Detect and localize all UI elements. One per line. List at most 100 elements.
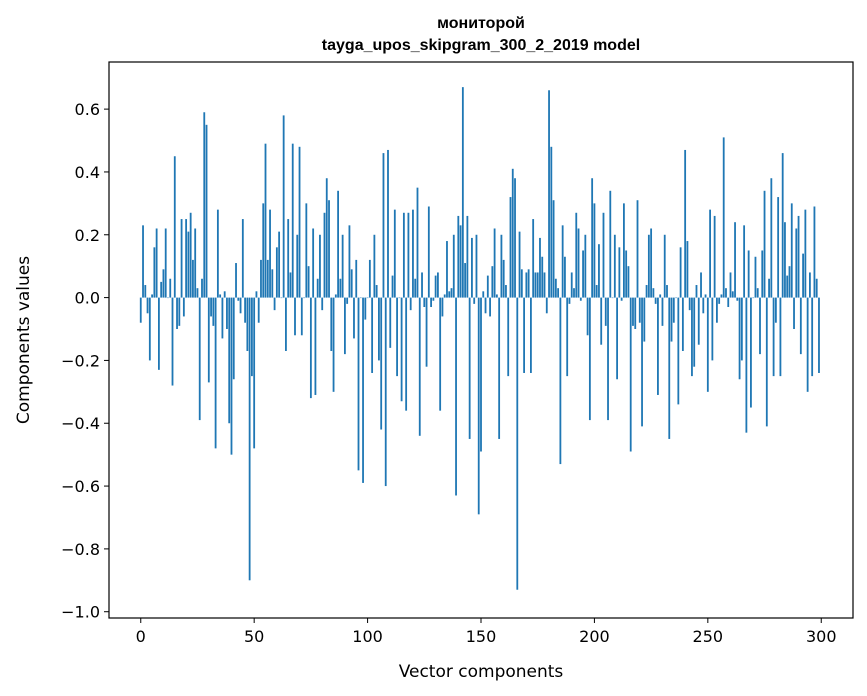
- bar-126: [425, 297, 428, 367]
- bar-271: [754, 256, 757, 298]
- bar-133: [441, 297, 444, 317]
- chart-title-line-2: tayga_upos_skipgram_300_2_2019 model: [322, 37, 640, 54]
- bar-172: [530, 297, 532, 373]
- bar-162: [507, 297, 510, 377]
- bar-267: [745, 297, 748, 433]
- bar-51: [255, 291, 258, 298]
- bar-78: [316, 278, 319, 298]
- bar-11: [164, 228, 167, 298]
- bar-70: [298, 146, 301, 298]
- bar-129: [432, 297, 435, 301]
- bar-85: [332, 297, 335, 392]
- bar-283: [781, 153, 784, 298]
- bar-101: [368, 259, 371, 298]
- bar-34: [216, 209, 219, 298]
- bar-113: [396, 297, 398, 377]
- bar-73: [305, 203, 308, 298]
- bar-192: [575, 212, 578, 298]
- bar-95: [355, 259, 358, 298]
- x-tick-label-4: 200: [579, 627, 610, 646]
- bar-202: [598, 244, 600, 298]
- bar-219: [636, 200, 639, 298]
- y-tick-label-0: −1.0: [61, 603, 100, 622]
- bar-52: [257, 297, 260, 323]
- bar-280: [774, 297, 777, 323]
- bar-32: [212, 297, 215, 326]
- bar-19: [182, 297, 185, 317]
- bar-281: [777, 197, 780, 298]
- bar-97: [359, 297, 362, 299]
- bar-77: [314, 297, 317, 395]
- bar-247: [700, 272, 702, 298]
- bar-232: [666, 285, 668, 298]
- bar-165: [514, 178, 516, 298]
- bar-225: [650, 228, 653, 298]
- bar-55: [264, 143, 267, 298]
- bar-109: [387, 149, 389, 298]
- bar-229: [659, 294, 662, 298]
- bar-114: [398, 297, 401, 299]
- bar-140: [457, 215, 460, 298]
- y-axis-ticks: −1.0 −0.8 −0.6 −0.4 −0.2 0.0 0.2 0.4 0.6: [61, 100, 109, 622]
- bar-231: [663, 234, 666, 298]
- bar-153: [486, 275, 489, 298]
- bar-0: [139, 297, 142, 323]
- bar-44: [239, 297, 242, 314]
- x-tick-label-3: 150: [466, 627, 497, 646]
- bar-173: [532, 219, 535, 298]
- bar-118: [407, 212, 410, 298]
- bar-177: [541, 256, 544, 298]
- bar-191: [573, 288, 575, 298]
- bar-230: [661, 297, 664, 326]
- y-tick-label-3: −0.4: [61, 414, 100, 433]
- bar-80: [321, 297, 324, 311]
- y-tick-label-2: −0.6: [61, 477, 100, 496]
- bar-194: [579, 297, 582, 301]
- y-tick-label-5: 0.0: [75, 289, 100, 308]
- bar-81: [323, 212, 326, 298]
- bar-90: [344, 297, 346, 355]
- bar-107: [382, 153, 385, 298]
- bar-5: [151, 294, 153, 298]
- bar-169: [523, 297, 525, 373]
- bar-151: [482, 291, 485, 298]
- y-tick-label-4: −0.2: [61, 351, 100, 370]
- bar-100: [366, 297, 369, 299]
- bar-262: [734, 222, 736, 298]
- bar-234: [670, 297, 673, 342]
- bar-115: [400, 297, 403, 402]
- bar-31: [210, 297, 212, 317]
- bar-94: [353, 297, 355, 339]
- bar-60: [275, 247, 278, 298]
- bar-220: [638, 297, 641, 323]
- bar-143: [464, 263, 467, 298]
- bar-251: [709, 209, 711, 298]
- bar-29: [205, 124, 208, 298]
- bar-185: [559, 297, 562, 465]
- bar-82: [325, 178, 328, 298]
- bar-215: [627, 266, 630, 298]
- bar-241: [686, 241, 689, 298]
- bar-71: [300, 297, 303, 336]
- bar-10: [162, 269, 165, 298]
- bar-290: [797, 215, 800, 298]
- bar-178: [543, 272, 546, 298]
- bar-255: [718, 297, 721, 304]
- bar-25: [196, 288, 199, 298]
- bar-181: [550, 146, 553, 298]
- bar-223: [645, 285, 648, 298]
- bar-136: [448, 291, 451, 298]
- bar-142: [461, 87, 464, 298]
- bar-137: [450, 288, 453, 298]
- bar-269: [750, 297, 752, 408]
- bar-240: [684, 149, 687, 298]
- bar-187: [564, 256, 566, 298]
- bar-35: [219, 294, 222, 298]
- bar-24: [194, 228, 197, 298]
- bar-106: [380, 297, 383, 430]
- bar-226: [652, 288, 655, 298]
- bar-276: [765, 297, 768, 427]
- bar-180: [548, 90, 550, 298]
- bar-135: [446, 241, 448, 298]
- bar-221: [641, 297, 643, 427]
